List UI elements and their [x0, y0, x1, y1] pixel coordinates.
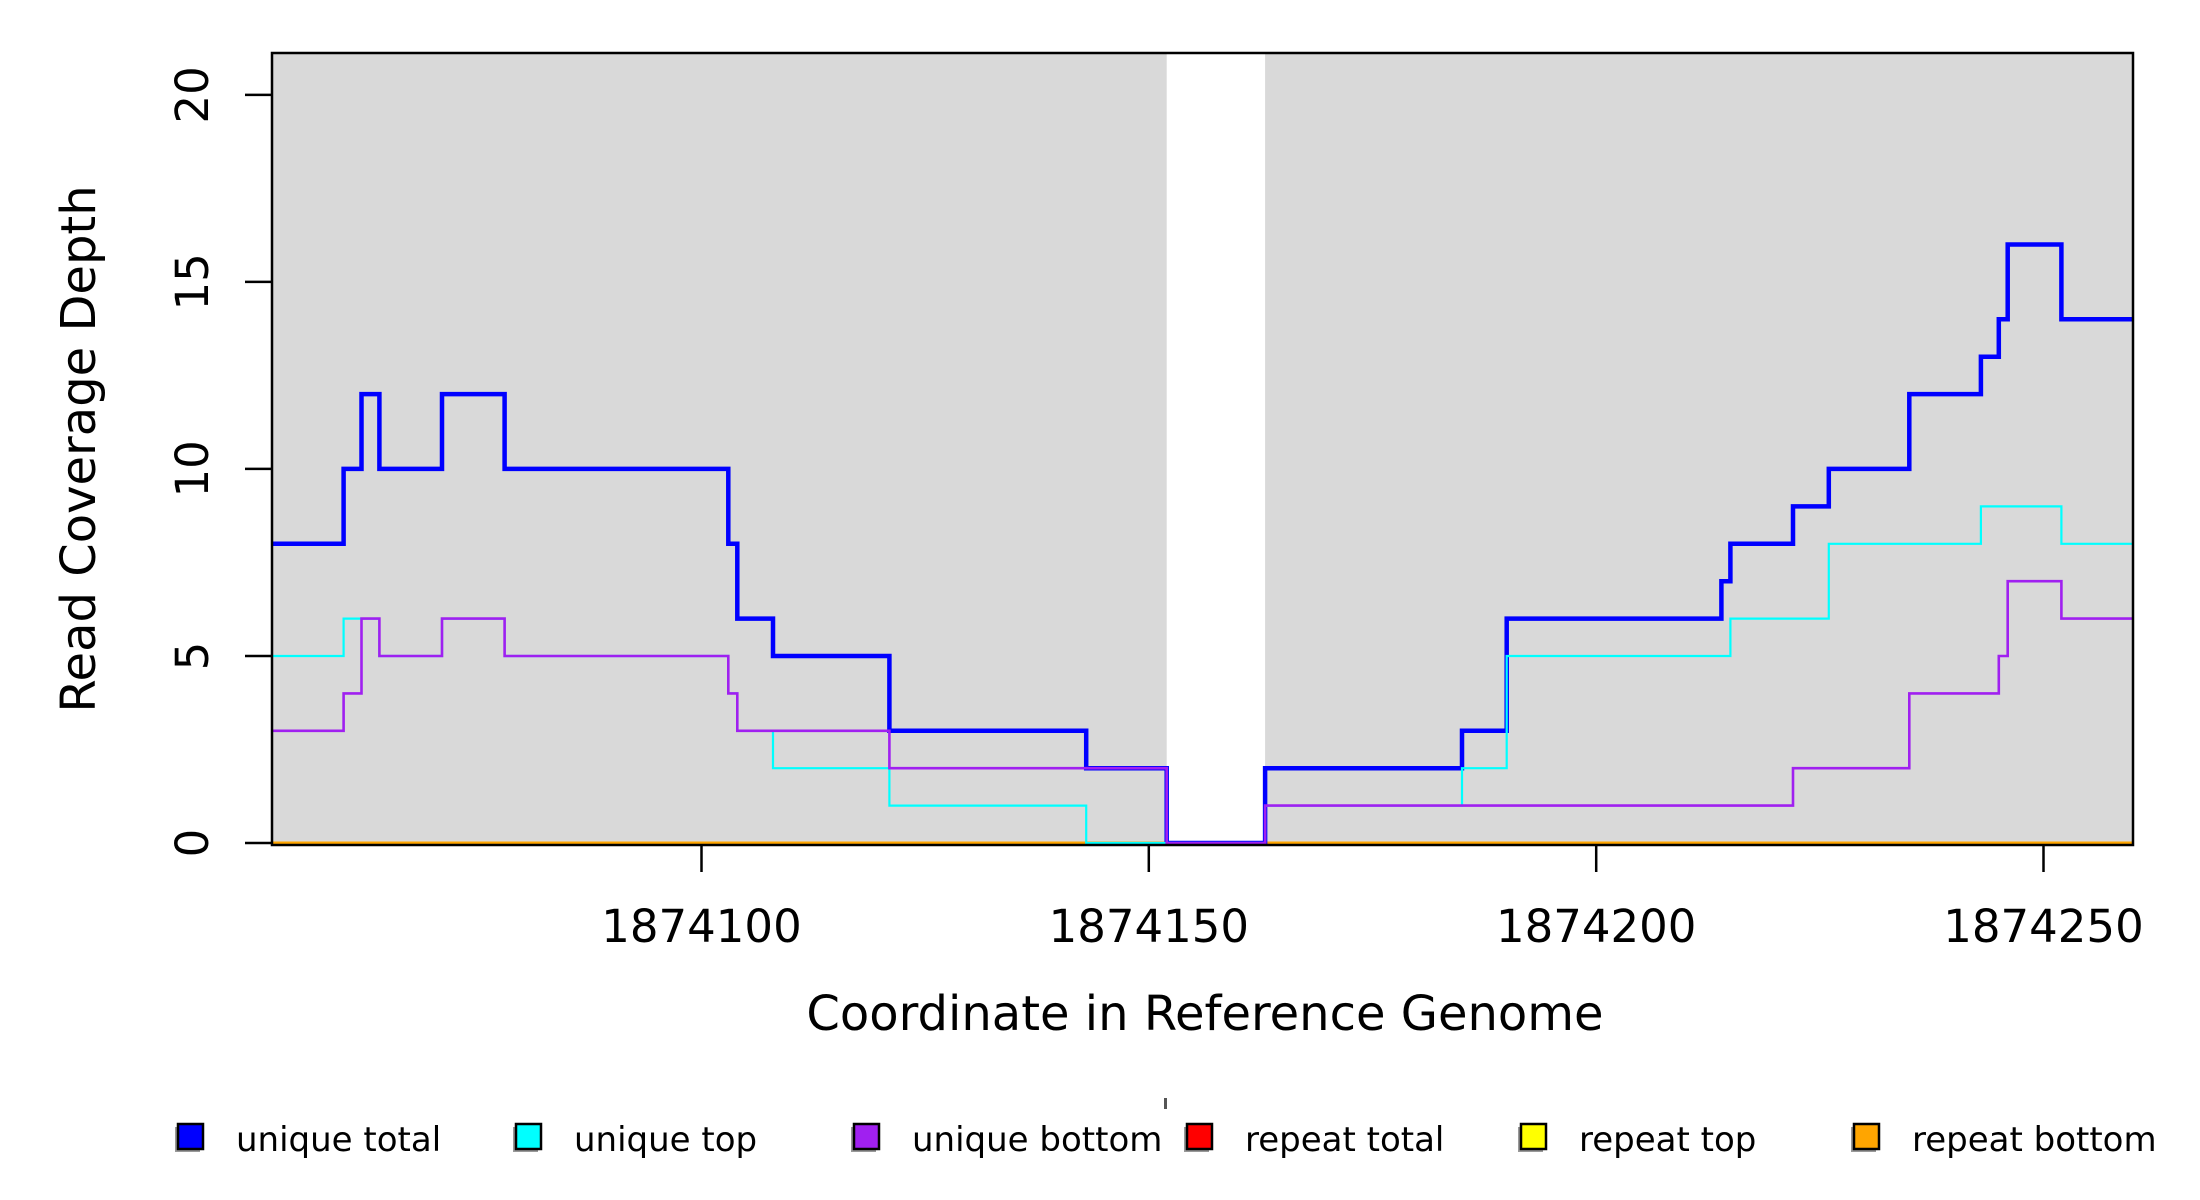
legend-label: unique top [574, 1120, 757, 1160]
y-axis-tick-label: 15 [166, 253, 219, 310]
legend-label: unique total [236, 1120, 441, 1160]
legend-label: repeat bottom [1912, 1120, 2157, 1160]
y-axis-title: Read Coverage Depth [51, 185, 107, 712]
y-axis-tick-label: 20 [166, 66, 219, 123]
stray-mark [1164, 1098, 1167, 1109]
y-axis-tick-label: 10 [166, 440, 219, 497]
legend-item: repeat bottom [1851, 1120, 2157, 1160]
series-unique-bottom [272, 579, 2133, 845]
legend-swatch [514, 1122, 543, 1151]
legend: unique total unique top unique bottom repea… [175, 1120, 2157, 1160]
x-axis-tick-label: 1874150 [1049, 900, 1249, 953]
y-axis-tick-label: 0 [166, 829, 219, 858]
x-axis-tick-label: 1874200 [1496, 900, 1696, 953]
y-axis-tick-label: 5 [166, 642, 219, 671]
x-axis-tick-label: 1874250 [1943, 900, 2143, 953]
legend-item: repeat top [1518, 1120, 1756, 1160]
legend-swatch [176, 1122, 205, 1151]
legend-item: unique top [513, 1120, 757, 1160]
plot-border [270, 51, 2135, 847]
legend-swatch [852, 1122, 881, 1151]
legend-item: unique bottom [851, 1120, 1162, 1160]
plot-background-right [1265, 53, 2133, 845]
legend-item: unique total [175, 1120, 441, 1160]
legend-swatch [1185, 1122, 1214, 1151]
legend-label: unique bottom [912, 1120, 1162, 1160]
legend-swatch [1852, 1122, 1881, 1151]
x-axis-tick-label: 1874100 [601, 900, 801, 953]
plot-background-left [272, 53, 1167, 845]
x-axis-title: Coordinate in Reference Genome [806, 986, 1603, 1042]
legend-label: repeat total [1245, 1120, 1444, 1160]
legend-swatch [1519, 1122, 1548, 1151]
legend-label: repeat top [1579, 1120, 1756, 1160]
legend-item: repeat total [1184, 1120, 1444, 1160]
